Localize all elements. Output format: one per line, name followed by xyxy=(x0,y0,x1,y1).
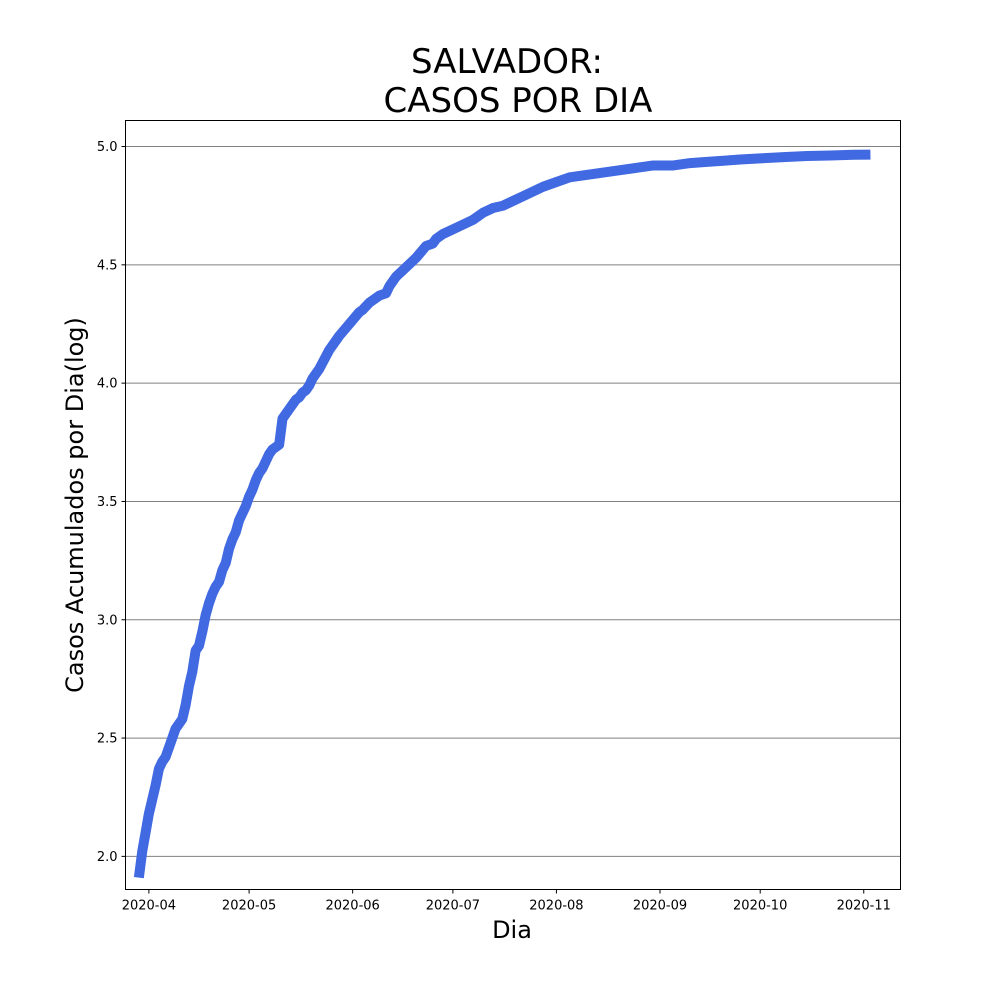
y-axis-label: Casos Acumulados por Dia(log) xyxy=(61,317,89,693)
y-tick-label: 3.5 xyxy=(97,495,118,510)
x-tick-label: 2020-11 xyxy=(837,899,891,914)
y-tick-label: 2.0 xyxy=(97,850,118,865)
y-axis-ticks: 2.0 2.5 3.0 3.5 4.0 4.5 5.0 xyxy=(97,140,126,865)
plot-frame xyxy=(125,120,901,890)
x-tick-label: 2020-09 xyxy=(633,899,687,914)
y-tick-label: 5.0 xyxy=(97,140,118,155)
y-tick-label: 4.0 xyxy=(97,377,118,392)
x-tick-label: 2020-05 xyxy=(222,899,276,914)
x-tick-label: 2020-07 xyxy=(426,899,480,914)
series-layer xyxy=(133,149,871,879)
x-tick-label: 2020-08 xyxy=(529,899,583,914)
chart-title-line-2: CASOS POR DIA xyxy=(384,81,653,121)
x-tick-label: 2020-06 xyxy=(325,899,379,914)
x-axis-label: Dia xyxy=(492,916,532,944)
series-line xyxy=(133,149,871,879)
grid-lines xyxy=(125,146,901,857)
y-tick-label: 4.5 xyxy=(97,258,118,273)
x-tick-label: 2020-04 xyxy=(122,899,176,914)
y-tick-label: 3.0 xyxy=(97,613,118,628)
chart-title-line-1: SALVADOR: xyxy=(411,42,603,82)
x-tick-label: 2020-10 xyxy=(733,899,787,914)
y-tick-label: 2.5 xyxy=(97,732,118,747)
x-axis-ticks: 2020-04 2020-05 2020-06 2020-07 2020-08 2020-… xyxy=(122,889,891,914)
